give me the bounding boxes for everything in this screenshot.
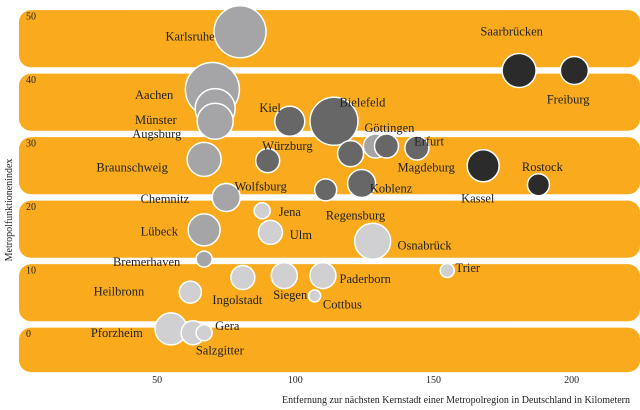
city-label: Göttingen (364, 121, 415, 135)
city-label: Siegen (273, 288, 308, 302)
bubble-bremerhaven (195, 250, 213, 268)
x-axis-title: Entfernung zur nächsten Kernstadt einer … (282, 395, 630, 406)
city-label: Ingolstadt (212, 293, 263, 307)
city-label: Aachen (135, 88, 174, 102)
bubble-heilbronn (178, 280, 203, 304)
city-label: Osnabrück (398, 239, 453, 253)
bubble-trier (439, 262, 456, 279)
bubble-freiburg (559, 55, 590, 86)
bubble-lübeck (187, 213, 221, 247)
y-tick-label: 10 (26, 266, 36, 277)
city-label: Bremerhaven (113, 255, 181, 269)
y-tick-label: 30 (26, 139, 36, 150)
bubble-kiel (274, 105, 306, 138)
city-label: Salzgitter (196, 343, 245, 357)
x-tick-label: 150 (426, 375, 441, 386)
bubble-jena (253, 202, 271, 220)
bubble-rostock (526, 173, 551, 197)
city-label: Bielefeld (340, 96, 387, 110)
bubble-braunschweig (186, 141, 222, 178)
x-tick-label: 100 (288, 375, 303, 386)
city-label: Karlsruhe (165, 30, 215, 44)
bubble-ingolstadt (230, 264, 256, 291)
bubble-koblenz (346, 168, 377, 199)
bubble-chemnitz (211, 182, 241, 213)
city-label: Magdeburg (398, 160, 456, 174)
city-label: Paderborn (340, 272, 392, 286)
bubble-cottbus (307, 289, 322, 303)
bubble-siegen (270, 261, 298, 290)
bubble-osnabrück (353, 222, 392, 261)
bubble-kassel (466, 148, 500, 183)
city-label: Erfurt (414, 134, 444, 148)
bubble-erfurt (404, 135, 430, 161)
band-4 (19, 264, 640, 322)
bubbles (154, 4, 590, 346)
city-label: Jena (279, 205, 302, 219)
band-3 (19, 200, 640, 258)
y-tick-label: 20 (26, 202, 36, 213)
city-label: Regensburg (326, 209, 386, 223)
city-label: Heilbronn (94, 284, 145, 298)
bubble-paderborn (309, 261, 337, 290)
city-labels: Karlsruhe Saarbrücken Freiburg Aachen Münste… (91, 25, 590, 358)
bubble-saarbrücken (501, 52, 537, 89)
bubble-ulm (257, 219, 284, 246)
city-label: Ulm (290, 228, 313, 242)
x-tick-labels: 50 100 150 200 (152, 375, 579, 386)
bubble-bielefeld (309, 96, 359, 147)
x-tick-label: 50 (152, 375, 162, 386)
bubble-augsburg (196, 102, 234, 141)
city-label: Lübeck (141, 225, 179, 239)
bubble-würzburg (254, 147, 281, 174)
city-label: Münster (135, 113, 178, 127)
city-label: Augsburg (132, 127, 182, 141)
bubble-magdeburg (336, 139, 365, 168)
bubble-karlsruhe (213, 4, 267, 59)
city-label: Kassel (461, 192, 495, 206)
y-axis-title: Metropolfunktionenindex (4, 159, 15, 262)
x-tick-label: 200 (564, 375, 579, 386)
bubble-göttingen-2 (373, 133, 400, 159)
city-label: Cottbus (323, 298, 362, 312)
y-tick-label: 50 (26, 12, 36, 23)
city-label: Wolfsburg (235, 179, 288, 193)
bubble-regensburg (313, 178, 338, 202)
city-label: Chemnitz (141, 192, 190, 206)
city-label: Pforzheim (91, 326, 143, 340)
city-label: Freiburg (547, 92, 591, 106)
band-0 (19, 10, 640, 68)
bubble-gera (195, 323, 213, 342)
city-label: Gera (215, 319, 240, 333)
city-label: Trier (456, 261, 481, 275)
city-label: Rostock (522, 160, 564, 174)
y-tick-labels: 0 10 20 30 40 50 (26, 12, 36, 341)
city-label: Saarbrücken (480, 25, 543, 39)
y-bands (19, 10, 640, 373)
city-label: Kiel (259, 101, 281, 115)
y-tick-label: 40 (26, 75, 36, 86)
y-tick-label: 0 (26, 329, 31, 340)
city-label: Würzburg (262, 139, 313, 153)
city-label: Koblenz (370, 181, 413, 195)
city-label: Braunschweig (96, 160, 168, 174)
